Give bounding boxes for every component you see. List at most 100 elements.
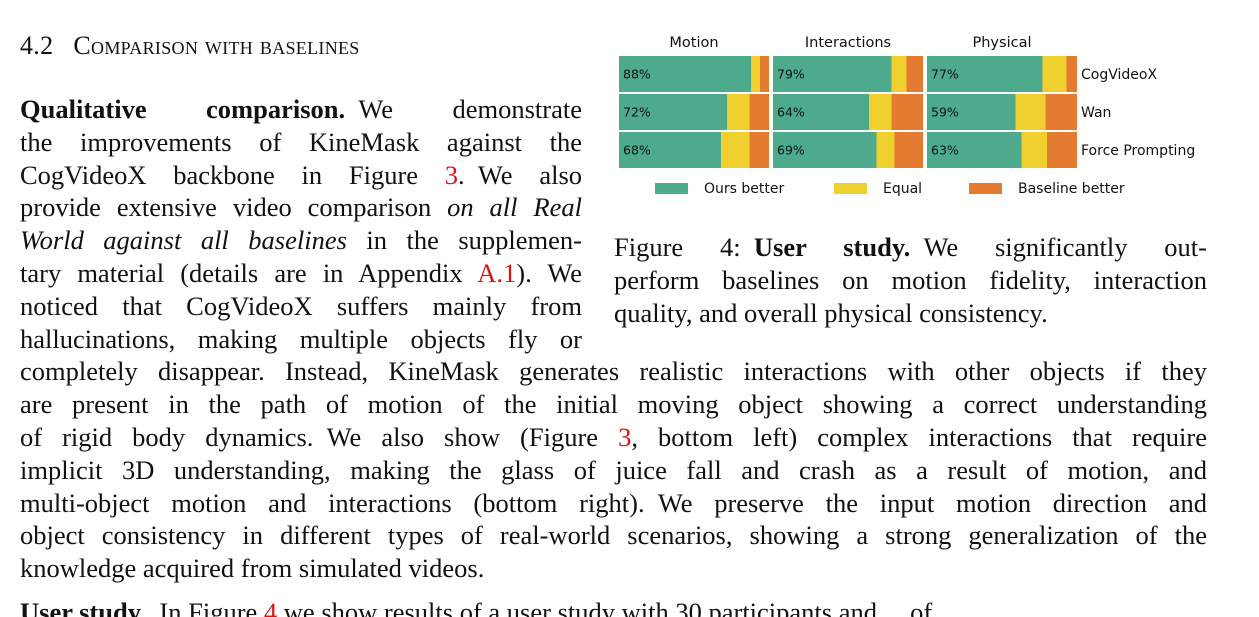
bar-segment-ours-better	[927, 56, 1043, 92]
bar-segment-baseline-better	[891, 94, 923, 130]
bar-segment-baseline-better	[906, 56, 923, 92]
text-segment: in the supplemen-	[346, 225, 582, 256]
text-segment: Qualitative comparison.	[20, 94, 346, 124]
text-segment: perform baselines on motion fidelity, in…	[614, 265, 1207, 295]
bar-segment-baseline-better	[894, 132, 923, 168]
text-segment: CogVideoX backbone in Figure	[20, 159, 445, 190]
body-line: implicit 3D understanding, making the gl…	[20, 454, 1207, 487]
text-segment: User study.	[753, 232, 911, 262]
text-segment: the improvements of KineMask against the	[20, 126, 582, 157]
section-number: 4.2	[20, 31, 54, 60]
bar-segment-ours-better	[773, 132, 877, 168]
body-line: CogVideoX backbone in Figure 3. We also	[20, 159, 582, 192]
section-heading: 4.2 Comparison with baselines	[20, 31, 360, 61]
data-label: 72%	[623, 105, 651, 120]
bar-segment-equal	[727, 94, 750, 130]
bar-segment-ours-better	[773, 94, 869, 130]
text-segment: object consistency in different types of…	[20, 520, 1207, 551]
legend-swatch	[969, 183, 1002, 194]
data-label: 63%	[931, 143, 959, 158]
text-segment: hallucinations, making multiple objects …	[20, 323, 582, 354]
cross-reference-link[interactable]: 3	[618, 422, 632, 452]
cross-reference-link[interactable]: 3	[444, 159, 459, 190]
body-line: noticed that CogVideoX suffers mainly fr…	[20, 290, 582, 323]
body-line: tary material (details are in Appendix A…	[20, 257, 582, 290]
bar-segment-equal	[891, 56, 907, 92]
text-segment: . We also	[458, 159, 583, 190]
category-label: CogVideoX	[1081, 67, 1157, 83]
text-segment: of rigid body dynamics. We also show (Fi…	[20, 422, 619, 452]
legend-label: Ours better	[704, 181, 784, 197]
data-label: 59%	[931, 105, 959, 120]
panel-title: Interactions	[805, 35, 891, 51]
bar-segment-equal	[1042, 56, 1067, 92]
bar-segment-baseline-better	[760, 56, 769, 92]
data-label: 77%	[931, 67, 959, 82]
text-segment: quality, and overall physical consistenc…	[614, 298, 1048, 328]
caption-line: quality, and overall physical consistenc…	[614, 297, 1207, 330]
category-label: Force Prompting	[1081, 143, 1195, 159]
bar-segment-ours-better	[927, 94, 1016, 130]
bar-segment-ours-better	[619, 56, 751, 92]
body-line: hallucinations, making multiple objects …	[20, 323, 582, 356]
bar-segment-baseline-better	[749, 132, 769, 168]
text-segment: completely disappear. Instead, KineMask …	[20, 356, 1207, 387]
user-study-chart: Motion 88% 72% 68% Interactions 79% 64% 69% Phys…	[619, 35, 1195, 197]
text-segment: provide extensive video comparison	[20, 192, 448, 223]
bar-segment-ours-better	[927, 132, 1022, 168]
body-line: of rigid body dynamics. We also show (Fi…	[20, 421, 1207, 454]
legend-label: Baseline better	[1018, 181, 1125, 197]
body-line: provide extensive video comparison on al…	[20, 191, 582, 224]
cross-reference-link[interactable]: 4	[263, 597, 278, 617]
text-segment: knowledge acquired from simulated videos…	[20, 553, 485, 584]
bar-segment-baseline-better	[1066, 56, 1077, 92]
cross-reference-link[interactable]: A.1	[477, 258, 517, 288]
data-label: 69%	[777, 143, 805, 158]
caption-line: Figure 4: User study. We significantly o…	[614, 231, 1207, 264]
text-segment: on all Real	[447, 192, 582, 223]
text-segment: implicit 3D understanding, making the gl…	[20, 454, 1207, 485]
bar-segment-ours-better	[773, 56, 892, 92]
data-label: 88%	[623, 67, 651, 82]
bar-segment-equal	[721, 132, 750, 168]
bar-segment-ours-better	[619, 94, 727, 130]
text-segment: noticed that CogVideoX suffers mainly fr…	[20, 290, 582, 321]
text-segment: , bottom left) complex interactions that…	[631, 422, 1207, 452]
bar-segment-baseline-better	[749, 94, 769, 130]
body-line: the improvements of KineMask against the	[20, 126, 582, 159]
text-segment: multi-object motion and interactions (bo…	[20, 487, 1207, 518]
section-title: Comparison with baselines	[73, 31, 360, 60]
panel-title: Physical	[973, 35, 1032, 51]
bar-segment-equal	[876, 132, 895, 168]
text-segment: We demonstrate	[345, 94, 582, 124]
panel-title: Motion	[669, 35, 718, 51]
bar-segment-equal	[1021, 132, 1047, 168]
legend-label: Equal	[883, 181, 922, 197]
text-segment: ). We	[516, 258, 583, 288]
text-segment: In Figure	[146, 597, 264, 617]
text-segment: User study.	[20, 597, 147, 617]
body-line: completely disappear. Instead, KineMask …	[20, 355, 1207, 388]
body-line: knowledge acquired from simulated videos…	[20, 552, 1207, 585]
text-segment: Figure 4:	[614, 232, 754, 262]
bar-segment-equal	[1015, 94, 1046, 130]
body-line: multi-object motion and interactions (bo…	[20, 487, 1207, 520]
legend-swatch	[655, 183, 688, 194]
body-line: World against all baselines in the suppl…	[20, 224, 582, 257]
data-label: 64%	[777, 105, 805, 120]
data-label: 68%	[623, 143, 651, 158]
bar-segment-equal	[751, 56, 760, 92]
cut-off-paragraph: User study. In Figure 4 we show results …	[0, 590, 1259, 617]
bar-segment-baseline-better	[1045, 94, 1077, 130]
legend-swatch	[834, 183, 867, 194]
bar-segment-baseline-better	[1047, 132, 1077, 168]
caption-line: perform baselines on motion fidelity, in…	[614, 264, 1207, 297]
text-segment: We significantly out-	[910, 232, 1207, 262]
text-segment: we show results of a user study with 30 …	[277, 597, 933, 617]
body-line: are present in the path of motion of the…	[20, 388, 1207, 421]
bar-segment-ours-better	[619, 132, 721, 168]
data-label: 79%	[777, 67, 805, 82]
text-segment: tary material (details are in Appendix	[20, 258, 478, 288]
text-segment: World against all baselines	[20, 225, 347, 256]
text-segment: are present in the path of motion of the…	[20, 389, 1207, 420]
